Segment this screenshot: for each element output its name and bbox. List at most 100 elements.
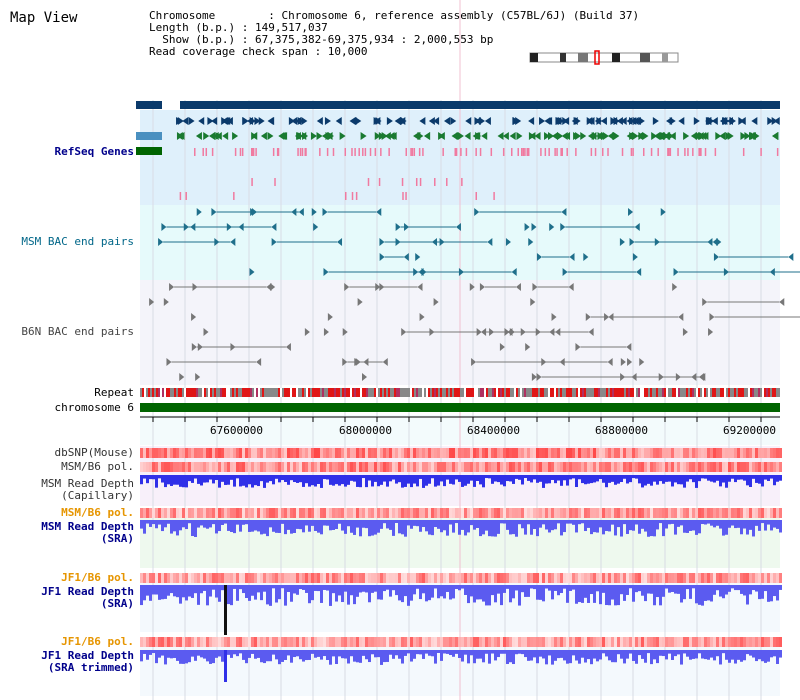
msm-sra-depth-bar <box>158 520 161 525</box>
b6n-bac-pair <box>163 298 169 306</box>
dbsnp-heat <box>455 448 458 458</box>
dbsnp-heat <box>332 448 335 458</box>
jf1-trimmed-depth-bar <box>758 650 761 660</box>
repeat-segment <box>574 388 576 397</box>
repeat-segment <box>606 388 608 397</box>
repeat-segment <box>410 388 412 397</box>
jf1-sra-depth-bar <box>221 585 224 591</box>
jf1-pol2-heat <box>494 637 497 647</box>
msm-capillary-depth-bar <box>167 475 170 485</box>
b6n-bac-pair <box>270 283 276 291</box>
dbsnp-heat <box>362 448 365 458</box>
repeat-segment <box>766 388 768 397</box>
jf1-pol2-heat <box>314 637 317 647</box>
msm-sra-depth-bar <box>434 520 437 528</box>
track-label-msm-depth-sra[interactable]: MSM Read Depth (SRA) <box>41 520 134 545</box>
dbsnp-heat <box>275 448 278 458</box>
gene-arrow <box>711 117 718 125</box>
msm-pol-heat <box>299 462 302 472</box>
repeat-segment <box>452 388 454 397</box>
msm-sra-depth-bar <box>650 520 653 537</box>
jf1-sra-depth-bar <box>341 585 344 603</box>
jf1-pol-heat <box>653 573 656 583</box>
msm-pol2-heat <box>599 508 602 518</box>
msm-sra-depth-bar <box>608 520 611 532</box>
msm-pol2-heat <box>608 508 611 518</box>
jf1-pol-heat <box>761 573 764 583</box>
repeat-segment <box>196 388 198 397</box>
msm-capillary-depth-bar <box>578 475 581 480</box>
jf1-sra-depth-bar <box>665 585 668 589</box>
msm-capillary-depth-bar <box>362 475 365 479</box>
jf1-trimmed-depth-bar <box>446 650 449 654</box>
msm-pol-heat <box>443 462 446 472</box>
track-label-b6n-bac[interactable]: B6N BAC end pairs <box>21 325 134 338</box>
repeat-segment <box>676 388 678 397</box>
track-label-jf1-depth-trimmed[interactable]: JF1 Read Depth (SRA trimmed) <box>41 649 134 674</box>
track-label-refseq[interactable]: RefSeq Genes <box>54 145 134 158</box>
dbsnp-heat <box>299 448 302 458</box>
repeat-segment <box>510 388 512 397</box>
jf1-sra-depth-bar <box>380 585 383 600</box>
track-label-jf1-pol[interactable]: JF1/B6 pol. <box>61 571 134 584</box>
track-label-msm-b6-pol-2[interactable]: MSM/B6 pol. <box>61 506 134 519</box>
msm-sra-depth-bar <box>179 520 182 531</box>
track-label-jf1-depth-sra[interactable]: JF1 Read Depth (SRA) <box>41 585 134 610</box>
track-label-jf1-pol-2[interactable]: JF1/B6 pol. <box>61 635 134 648</box>
gene-arrow <box>690 132 697 140</box>
jf1-pol-heat <box>140 573 143 583</box>
jf1-sra-depth-bar <box>572 585 575 590</box>
jf1-trimmed-depth-bar <box>404 650 407 656</box>
repeat-segment <box>176 388 178 397</box>
msm-capillary-depth-bar <box>536 475 539 483</box>
jf1-sra-depth-bar <box>491 585 494 596</box>
msm-capillary-depth-bar <box>227 475 230 485</box>
msm-sra-depth-bar <box>599 520 602 528</box>
msm-pol2-heat <box>725 508 728 518</box>
jf1-pol2-heat <box>407 637 410 647</box>
jf1-pol2-heat <box>518 637 521 647</box>
track-label-chromosome[interactable]: chromosome 6 <box>54 401 134 414</box>
dbsnp-heat <box>683 448 686 458</box>
jf1-trimmed-depth-bar <box>605 650 608 657</box>
gene-arrow <box>698 132 705 140</box>
jf1-pol2-heat <box>347 637 350 647</box>
msm-capillary-depth-bar <box>440 475 443 482</box>
msm-pol2-heat <box>203 508 206 518</box>
jf1-pol-heat <box>329 573 332 583</box>
track-label-msm-b6-pol[interactable]: MSM/B6 pol. <box>61 460 134 473</box>
b6n-bac-pair <box>327 313 333 321</box>
exon-mark <box>699 148 701 156</box>
jf1-pol2-heat <box>569 637 572 647</box>
track-label-repeat[interactable]: Repeat <box>94 386 134 399</box>
jf1-trimmed-depth-bar <box>716 650 719 657</box>
jf1-pol2-heat <box>365 637 368 647</box>
msm-capillary-depth-bar <box>500 475 503 485</box>
jf1-sra-depth-bar <box>656 585 659 598</box>
jf1-trimmed-depth-bar <box>485 650 488 654</box>
jf1-trimmed-depth-bar <box>257 650 260 658</box>
repeat-segment <box>540 388 542 397</box>
repeat-segment <box>190 388 192 397</box>
msm-sra-depth-bar <box>725 520 728 535</box>
msm-sra-depth-bar <box>590 520 593 535</box>
msm-pol-heat <box>575 462 578 472</box>
jf1-pol2-heat <box>683 637 686 647</box>
msm-pol2-heat <box>695 508 698 518</box>
msm-sra-depth-bar <box>341 520 344 531</box>
dbsnp-heat <box>650 448 653 458</box>
msm-pol-heat <box>416 462 419 472</box>
jf1-pol2-heat <box>581 637 584 647</box>
track-label-msm-bac[interactable]: MSM BAC end pairs <box>21 235 134 248</box>
track-label-dbsnp[interactable]: dbSNP(Mouse) <box>54 446 134 459</box>
msm-pol2-heat <box>452 508 455 518</box>
msm-capillary-depth-bar <box>224 475 227 485</box>
msm-pol-heat <box>335 462 338 472</box>
msm-sra-depth-bar <box>353 520 356 535</box>
track-label-msm-depth-capillary[interactable]: MSM Read Depth (Capillary) <box>41 477 134 502</box>
repeat-segment <box>588 388 590 397</box>
msm-pol-heat <box>317 462 320 472</box>
jf1-sra-depth-bar <box>761 585 764 599</box>
exon-mark <box>601 148 604 156</box>
